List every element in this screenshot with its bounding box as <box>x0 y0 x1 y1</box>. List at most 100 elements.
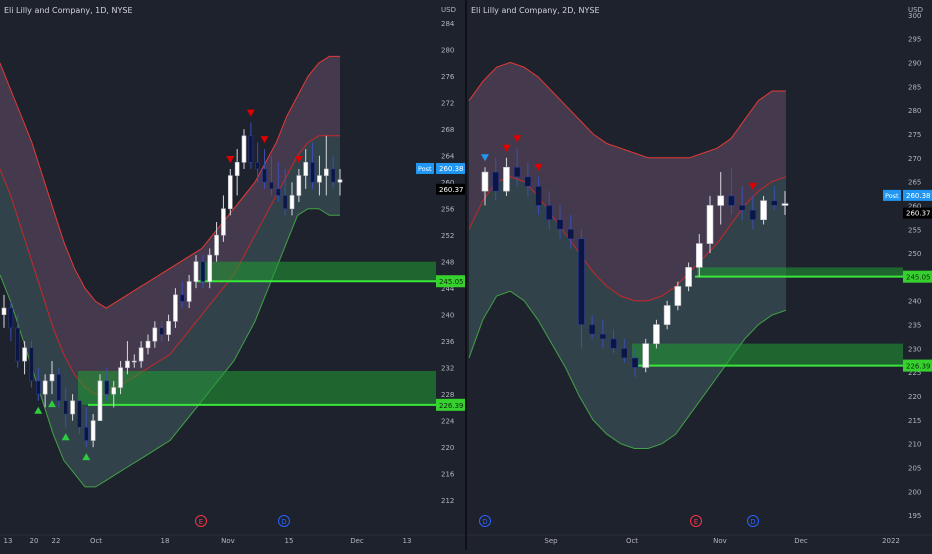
candle-body[interactable] <box>653 324 660 344</box>
candle-body[interactable] <box>152 327 158 342</box>
candle-body[interactable] <box>330 168 336 183</box>
candle-body[interactable] <box>296 175 302 196</box>
candle-body[interactable] <box>248 135 254 163</box>
candle-body[interactable] <box>663 305 671 325</box>
candle-body[interactable] <box>83 426 89 441</box>
candle-body[interactable] <box>214 234 219 256</box>
candle-body[interactable] <box>781 203 789 206</box>
event-icon-label: E <box>694 518 698 526</box>
price-tick-label: 224 <box>441 418 455 426</box>
candle-body[interactable] <box>207 254 213 282</box>
candle-body[interactable] <box>255 162 261 170</box>
candle-body[interactable] <box>166 320 171 335</box>
candle-body[interactable] <box>631 357 639 368</box>
candle-body[interactable] <box>35 380 41 395</box>
candle-body[interactable] <box>685 267 692 287</box>
post-price-label: 260.38 <box>906 192 931 200</box>
candle-body[interactable] <box>535 186 542 206</box>
candle-body[interactable] <box>706 205 714 244</box>
candle-body[interactable] <box>310 162 315 183</box>
candle-body[interactable] <box>173 294 178 322</box>
candle-body[interactable] <box>578 238 585 325</box>
candle-body[interactable] <box>524 176 532 187</box>
bollinger-lower-fill <box>469 176 786 449</box>
candle-body[interactable] <box>620 348 628 359</box>
candle-body[interactable] <box>610 338 617 349</box>
candle-body[interactable] <box>303 162 309 176</box>
candle-body[interactable] <box>481 171 489 192</box>
candle-body[interactable] <box>111 387 117 395</box>
candle-body[interactable] <box>317 175 322 183</box>
chart-pane-1d[interactable]: USD 284 280 276 272 268 264 260 256 252 248 244 240 2… <box>0 0 465 550</box>
candle-body[interactable] <box>760 200 767 221</box>
dividend-event-icon[interactable] <box>479 515 491 527</box>
candle-body[interactable] <box>717 195 725 206</box>
candle-body[interactable] <box>556 219 564 230</box>
candle-body[interactable] <box>503 166 510 192</box>
candle-body[interactable] <box>131 360 137 363</box>
pane-divider[interactable] <box>465 0 467 550</box>
candle-body[interactable] <box>289 195 295 210</box>
candle-body[interactable] <box>70 400 75 415</box>
candle-body[interactable] <box>186 281 192 302</box>
candle-body[interactable] <box>22 347 27 362</box>
candle-body[interactable] <box>1 307 7 315</box>
price-tick-label: 260 <box>908 202 921 210</box>
support-zone-1 <box>697 267 903 277</box>
candle-body[interactable] <box>77 400 82 428</box>
candle-body[interactable] <box>599 333 607 340</box>
price-axis[interactable] <box>436 0 465 535</box>
time-tick-label: 2022 <box>882 537 900 545</box>
candle-body[interactable] <box>56 373 62 402</box>
candle-body[interactable] <box>337 179 343 183</box>
candle-body[interactable] <box>29 347 34 382</box>
candle-body[interactable] <box>695 243 703 268</box>
candle-body[interactable] <box>241 135 247 163</box>
candle-body[interactable] <box>159 327 165 335</box>
candle-body[interactable] <box>63 400 69 415</box>
candle-body[interactable] <box>513 166 521 178</box>
candle-body[interactable] <box>221 208 226 236</box>
candle-body[interactable] <box>145 340 151 349</box>
candle-body[interactable] <box>97 380 103 421</box>
candle-body[interactable] <box>770 200 778 206</box>
candle-body[interactable] <box>49 373 55 382</box>
chart-canvas-2d[interactable]: USD3002952902852802752702652602552502452… <box>467 0 932 550</box>
candle-body[interactable] <box>8 307 14 329</box>
price-axis[interactable] <box>903 0 932 535</box>
candle-body[interactable] <box>200 261 206 282</box>
price-tick-label: 228 <box>441 391 454 399</box>
candle-body[interactable] <box>42 380 48 395</box>
candle-body[interactable] <box>588 324 596 335</box>
earnings-event-icon[interactable] <box>690 515 702 527</box>
candle-body[interactable] <box>90 420 96 441</box>
candle-body[interactable] <box>269 181 274 190</box>
candle-body[interactable] <box>118 367 123 388</box>
candle-body[interactable] <box>104 380 110 395</box>
candle-body[interactable] <box>193 261 199 282</box>
candle-body[interactable] <box>738 205 746 211</box>
candle-body[interactable] <box>749 209 757 221</box>
candle-body[interactable] <box>227 175 233 210</box>
dividend-event-icon[interactable] <box>747 515 759 527</box>
support-zone-1 <box>200 261 436 282</box>
candle-body[interactable] <box>642 343 650 368</box>
candle-body[interactable] <box>728 195 735 206</box>
chart-pane-2d[interactable]: USD3002952902852802752702652602552502452… <box>467 0 932 550</box>
candle-body[interactable] <box>282 195 288 210</box>
candle-body[interactable] <box>545 205 553 221</box>
dividend-event-icon[interactable] <box>278 515 290 527</box>
candle-body[interactable] <box>179 294 185 302</box>
candle-body[interactable] <box>125 360 130 368</box>
candle-body[interactable] <box>234 162 240 176</box>
candle-body[interactable] <box>323 168 329 176</box>
candle-body[interactable] <box>138 347 144 362</box>
candle-body[interactable] <box>275 188 281 196</box>
chart-canvas-1d[interactable]: USD 284 280 276 272 268 264 260 256 252 248 244 240 2… <box>0 0 465 550</box>
earnings-event-icon[interactable] <box>195 515 207 527</box>
candle-body[interactable] <box>15 327 21 362</box>
candle-body[interactable] <box>674 286 682 306</box>
candle-body[interactable] <box>262 168 267 183</box>
candle-body[interactable] <box>492 171 500 192</box>
candle-body[interactable] <box>567 228 575 240</box>
